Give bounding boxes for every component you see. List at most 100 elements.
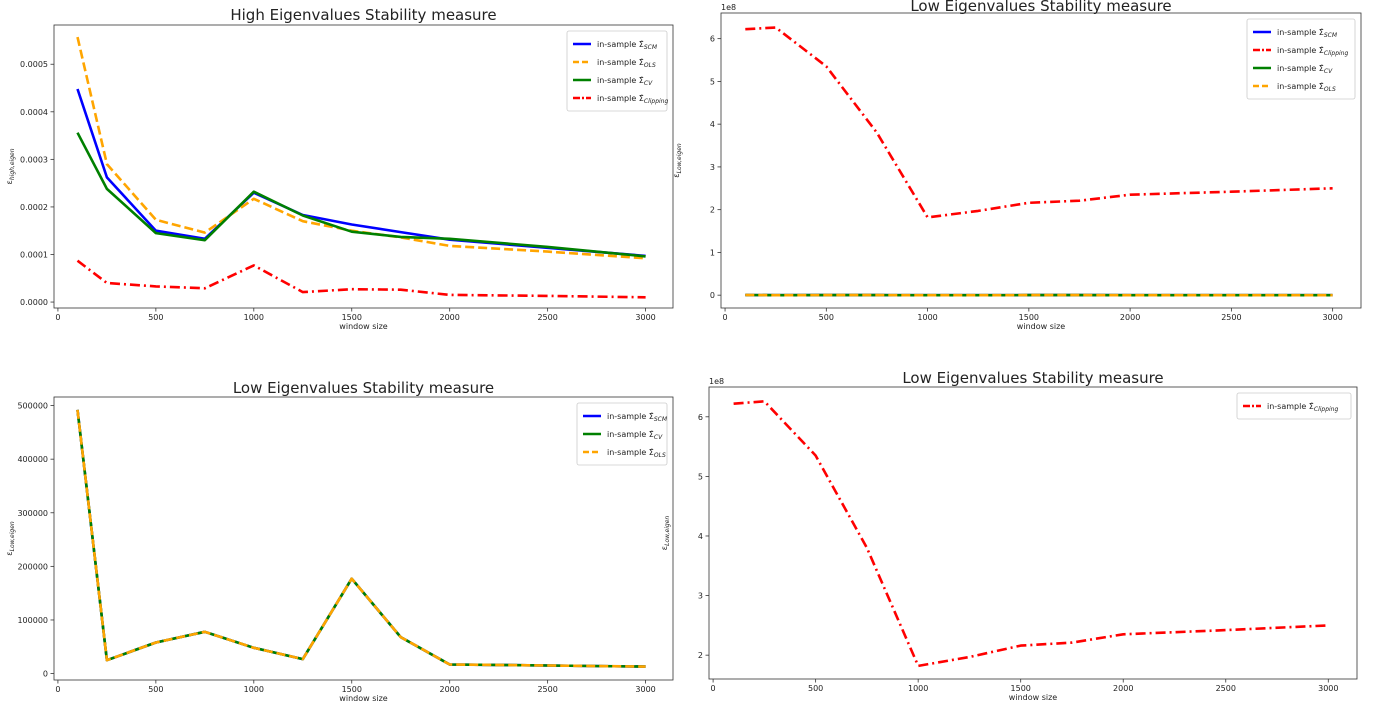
axes-frame [53,24,674,309]
chart-title: Low Eigenvalues Stability measure [233,379,494,397]
y-axis-label: εhigh,eigen [5,148,16,184]
legend-entry-label: in-sample Σ̂ [607,411,654,421]
x-tick-label: 500 [819,313,834,322]
y-tick-label: 3 [698,592,703,601]
x-tick-label: 1500 [1019,313,1039,322]
y-tick-label: 4 [698,532,703,541]
x-tick-label: 2000 [1120,313,1140,322]
y-tick-label: 2 [698,651,703,660]
series-line-ols [76,36,646,260]
series-line-clipping [733,399,1329,668]
x-tick-label: 0 [55,685,60,694]
series-line-scm [76,409,646,668]
legend-entry-label: in-sample Σ̂ [1267,401,1314,411]
series-line-scm [76,88,646,258]
legend-entry: in-sample Σ̂Clipping [1277,45,1348,57]
legend-entry: in-sample Σ̂Clipping [1267,401,1338,413]
y-axis-label-subscript: Low,eigen [676,143,683,173]
legend-entry: in-sample Σ̂CV [597,75,653,87]
legend-entry-label: in-sample Σ̂ [597,75,644,85]
x-tick-label: 1000 [908,684,928,693]
x-tick-label: 1500 [1011,684,1031,693]
legend-entry-label: in-sample Σ̂ [597,93,644,103]
y-axis-label-symbol: ε [660,546,669,550]
y-axis-label-subscript: Low,eigen [664,516,671,546]
x-tick-label: 2500 [537,313,557,322]
legend-entry-subscript: OLS [1324,86,1336,93]
legend-entry-label: in-sample Σ̂ [1277,63,1324,73]
y-tick-label: 0.0002 [20,203,48,212]
y-tick-label: 0.0004 [20,108,48,117]
chart-title: Low Eigenvalues Stability measure [902,369,1163,387]
y-axis-label-subscript: high,eigen [9,148,16,180]
series-line-clipping [745,26,1333,219]
y-tick-label: 200000 [17,562,48,571]
chart-title: Low Eigenvalues Stability measure [910,0,1171,15]
x-tick-label: 2500 [1216,684,1236,693]
x-tick-label: 500 [148,313,163,322]
legend-entry: in-sample Σ̂SCM [597,39,658,51]
y-tick-label: 6 [710,35,715,44]
legend-box [566,30,668,112]
legend-entry: in-sample Σ̂OLS [607,447,666,459]
x-tick-label: 1000 [244,685,264,694]
legend-entry-subscript: SCM [654,416,668,423]
x-tick-label: 1000 [917,313,937,322]
x-tick-label: 500 [808,684,823,693]
legend-entry: in-sample Σ̂CV [607,429,663,441]
y-tick-label: 300000 [17,509,48,518]
y-tick-label: 3 [710,163,715,172]
chart-title: High Eigenvalues Stability measure [230,6,496,24]
legend-box [1236,392,1352,420]
x-tick-label: 3000 [635,313,655,322]
x-tick-label: 1500 [342,313,362,322]
x-tick-label: 2500 [537,685,557,694]
y-axis-label-symbol: ε [5,551,14,555]
series-line-ols [76,409,646,668]
y-offset-label: 1e8 [709,377,724,386]
legend: in-sample Σ̂SCM in-sample Σ̂CV in-sample Σ… [576,402,668,466]
y-axis-label: εLow,eigen [5,521,16,556]
axes-frame [53,396,674,681]
y-tick-label: 0.0001 [20,250,48,259]
x-axis-label: window size [1017,322,1065,331]
y-tick-label: 5 [710,77,715,86]
legend-box [1246,18,1356,100]
x-tick-label: 2500 [1221,313,1241,322]
y-tick-label: 2 [710,206,715,215]
legend-entry-subscript: Clipping [644,98,669,105]
axes-frame [720,12,1362,309]
y-tick-label: 100000 [17,616,48,625]
legend-entry-subscript: OLS [644,62,656,69]
legend-entry: in-sample Σ̂SCM [607,411,668,423]
legend-entry-subscript: CV [644,80,653,87]
x-axis-label: window size [339,322,387,331]
legend-entry-subscript: CV [1324,68,1333,75]
y-tick-label: 0.0005 [20,60,48,69]
series-line-cv [76,409,646,668]
y-tick-label: 6 [698,413,703,422]
x-tick-label: 3000 [1322,313,1342,322]
x-tick-label: 2000 [440,685,460,694]
legend-entry-label: in-sample Σ̂ [597,57,644,67]
axes-frame [708,386,1358,680]
legend-entry-label: in-sample Σ̂ [597,39,644,49]
legend-entry: in-sample Σ̂SCM [1277,27,1338,39]
legend-entry-subscript: Clipping [1314,406,1339,413]
y-tick-label: 500000 [17,402,48,411]
legend-entry-subscript: OLS [654,452,666,459]
y-tick-label: 0 [43,670,48,679]
x-tick-label: 0 [723,313,728,322]
legend-entry-label: in-sample Σ̂ [1277,81,1324,91]
chart-1: High Eigenvalues Stability measure 0 500 10… [5,6,674,331]
y-tick-label: 4 [710,120,715,129]
y-tick-label: 0.0000 [20,298,48,307]
y-axis-label: εLow,eigen [660,516,671,551]
legend-entry-subscript: Clipping [1324,50,1349,57]
x-tick-label: 3000 [1318,684,1338,693]
x-axis-label: window size [339,694,387,703]
chart-3: Low Eigenvalues Stability measure 0 500 100… [5,379,674,703]
x-tick-label: 500 [148,685,163,694]
legend-entry-subscript: SCM [644,44,658,51]
